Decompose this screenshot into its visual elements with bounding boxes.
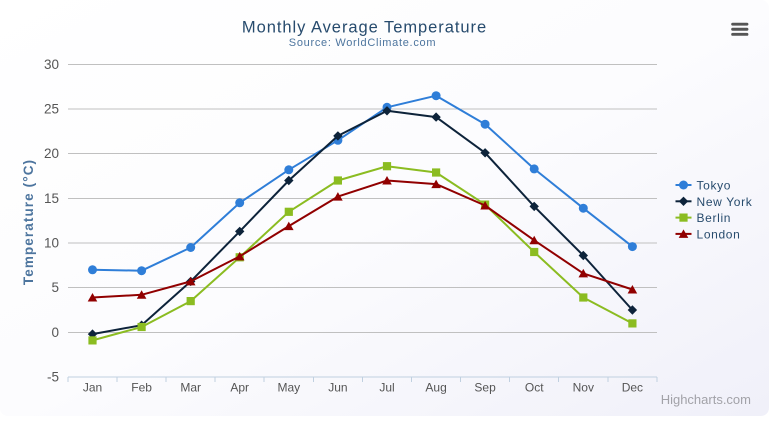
svg-text:Aug: Aug [425,381,446,395]
svg-text:Jan: Jan [83,381,102,395]
svg-text:25: 25 [44,102,59,117]
svg-text:20: 20 [44,146,59,161]
svg-text:Mar: Mar [180,381,201,395]
svg-text:Source: WorldClimate.com: Source: WorldClimate.com [289,37,436,49]
svg-text:-5: -5 [47,370,59,385]
svg-text:Apr: Apr [230,381,249,395]
svg-text:New York: New York [697,195,753,209]
svg-text:Sep: Sep [474,381,496,395]
svg-text:Tokyo: Tokyo [697,179,732,193]
svg-text:Feb: Feb [131,381,152,395]
svg-text:15: 15 [44,191,59,206]
svg-text:10: 10 [44,236,59,251]
svg-text:Highcharts.com: Highcharts.com [661,392,751,407]
svg-text:May: May [277,381,300,395]
svg-text:Nov: Nov [573,381,594,395]
svg-text:Berlin: Berlin [697,211,732,225]
svg-text:Dec: Dec [622,381,643,395]
svg-text:Monthly Average Temperature: Monthly Average Temperature [242,19,487,37]
svg-text:Temperature (°C): Temperature (°C) [21,159,36,285]
svg-text:London: London [697,227,741,241]
svg-text:Oct: Oct [525,381,544,395]
svg-text:5: 5 [51,280,59,295]
svg-text:Jul: Jul [379,381,394,395]
svg-text:Jun: Jun [328,381,347,395]
svg-text:30: 30 [44,57,59,72]
svg-text:0: 0 [51,325,59,340]
